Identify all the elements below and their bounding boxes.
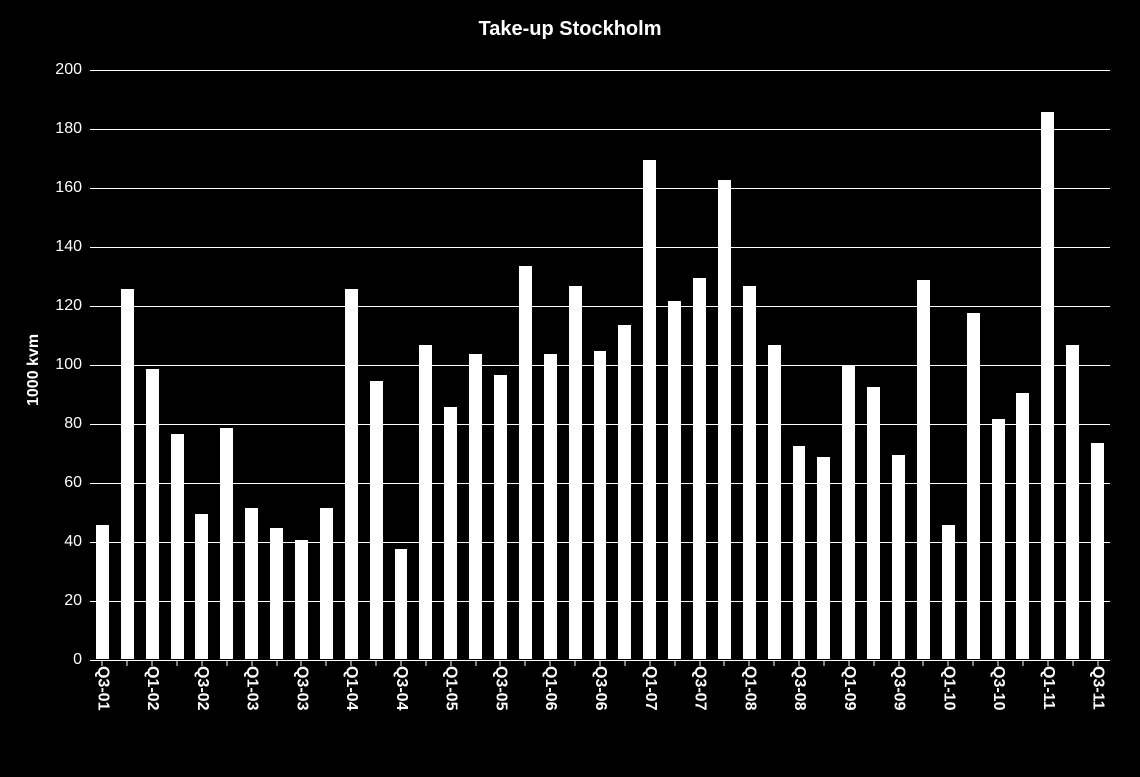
bar (1040, 111, 1055, 660)
x-tick-label: Q1-08 (740, 666, 758, 710)
bar (1090, 442, 1105, 660)
bar (593, 350, 608, 660)
grid-line (90, 424, 1110, 425)
grid-line (90, 188, 1110, 189)
bar (443, 406, 458, 660)
grid-line (90, 70, 1110, 71)
bar (543, 353, 558, 660)
x-tick-label: Q3-10 (989, 666, 1007, 710)
x-tick-label: Q3-06 (591, 666, 609, 710)
bar (742, 285, 757, 660)
bar (642, 159, 657, 661)
y-tick-label: 0 (73, 651, 82, 669)
x-tick-label: Q3-08 (790, 666, 808, 710)
grid-line (90, 542, 1110, 543)
bar (1065, 344, 1080, 660)
bar (145, 368, 160, 660)
x-tick-label: Q3-03 (292, 666, 310, 710)
grid-line (90, 483, 1110, 484)
grid-line (90, 660, 1110, 661)
grid-line (90, 365, 1110, 366)
y-tick-label: 80 (64, 415, 82, 433)
x-tick-label: Q1-05 (442, 666, 460, 710)
bar (394, 548, 409, 660)
plot-area: Q3-01Q1-02Q3-02Q1-03Q3-03Q1-04Q3-04Q1-05… (90, 70, 1110, 660)
chart-title: Take-up Stockholm (0, 18, 1140, 41)
x-tick-label: Q3-07 (691, 666, 709, 710)
y-tick-label: 60 (64, 474, 82, 492)
bar (294, 539, 309, 660)
y-tick-label: 120 (55, 297, 82, 315)
grid-line (90, 247, 1110, 248)
x-tick-label: Q1-10 (939, 666, 957, 710)
x-tick-label: Q1-03 (243, 666, 261, 710)
bar (468, 353, 483, 660)
bar (120, 288, 135, 660)
bar (667, 300, 682, 660)
x-tick-label: Q3-01 (93, 666, 111, 710)
grid-line (90, 601, 1110, 602)
bar (891, 454, 906, 661)
x-tick-label: Q1-06 (541, 666, 559, 710)
grid-line (90, 129, 1110, 130)
x-tick-label: Q3-02 (193, 666, 211, 710)
y-tick-label: 140 (55, 238, 82, 256)
bar (493, 374, 508, 660)
x-tick-label: Q3-04 (392, 666, 410, 710)
y-tick-label: 180 (55, 120, 82, 138)
bar (95, 524, 110, 660)
y-tick-label: 40 (64, 533, 82, 551)
grid-line (90, 306, 1110, 307)
y-tick-label: 160 (55, 179, 82, 197)
bar (269, 527, 284, 660)
bar (418, 344, 433, 660)
bar (767, 344, 782, 660)
y-tick-label: 200 (55, 61, 82, 79)
bar (219, 427, 234, 660)
bar (792, 445, 807, 660)
y-tick-label: 100 (55, 356, 82, 374)
bar (194, 513, 209, 661)
bar (344, 288, 359, 660)
bar (916, 279, 931, 660)
bar (866, 386, 881, 660)
bar (841, 365, 856, 660)
y-tick-label: 20 (64, 592, 82, 610)
x-tick-label: Q1-11 (1039, 666, 1057, 710)
bar (170, 433, 185, 660)
bar (941, 524, 956, 660)
x-tick-label: Q1-09 (840, 666, 858, 710)
x-tick-label: Q1-07 (641, 666, 659, 710)
x-tick-label: Q3-05 (491, 666, 509, 710)
x-tick-label: Q3-09 (890, 666, 908, 710)
bar (692, 277, 707, 661)
bar (369, 380, 384, 660)
chart-container: Take-up Stockholm 1000 kvm Q3-01Q1-02Q3-… (0, 0, 1140, 777)
bar (991, 418, 1006, 660)
x-tick-label: Q3-11 (1089, 666, 1107, 710)
bar (717, 179, 732, 660)
bar (568, 285, 583, 660)
bar (1015, 392, 1030, 660)
bar (319, 507, 334, 660)
bar (244, 507, 259, 660)
bar (816, 456, 831, 660)
x-tick-label: Q1-04 (342, 666, 360, 710)
y-axis-label: 1000 kvm (25, 334, 43, 406)
x-tick-label: Q1-02 (143, 666, 161, 710)
bar (617, 324, 632, 660)
